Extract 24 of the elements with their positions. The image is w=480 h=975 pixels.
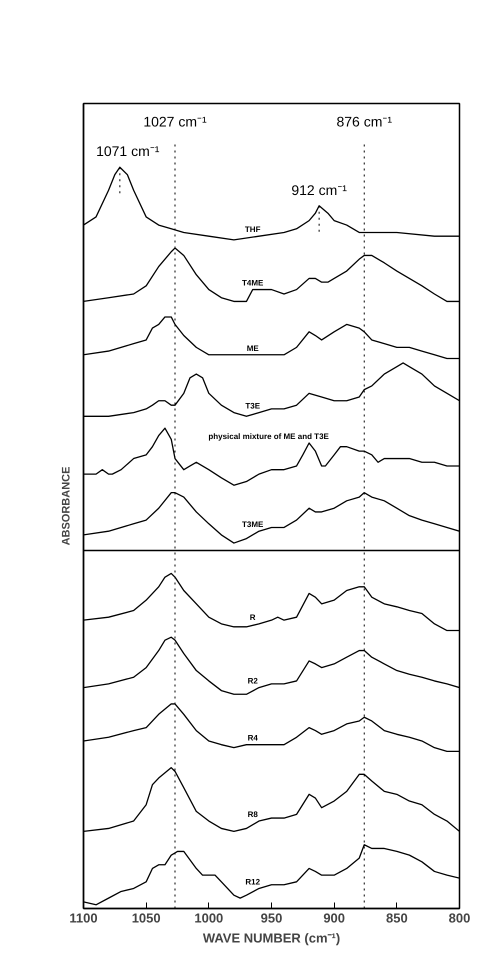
x-tick-label: 850 (386, 910, 408, 926)
x-tick-label: 900 (323, 910, 346, 926)
ref-line-label: 1027 cm⁻¹ (143, 114, 208, 130)
series-label: THF (244, 225, 261, 234)
x-tick-label: 1000 (194, 910, 224, 926)
annotation: 912 cm⁻¹ (291, 182, 348, 198)
series-label: R8 (248, 810, 258, 820)
x-tick-label: 800 (448, 910, 470, 926)
series-label: T3E (245, 402, 261, 411)
x-tick-label: 1050 (132, 910, 161, 926)
x-tick-label: 950 (260, 910, 282, 926)
series-label: ME (246, 344, 260, 353)
series-label: R2 (248, 676, 258, 686)
series-label: R4 (248, 734, 258, 743)
series-label: R (250, 612, 256, 622)
y-axis-title: ABSORBANCE (60, 466, 72, 546)
x-tick-label: 1100 (69, 910, 98, 926)
series-label: physical mixture of ME and T3E (208, 432, 330, 441)
series-label: T3ME (242, 520, 264, 530)
annotation: 1071 cm⁻¹ (96, 143, 160, 160)
ref-line-label: 876 cm⁻¹ (336, 114, 392, 130)
x-axis-title: WAVE NUMBER (cm⁻¹) (202, 930, 340, 946)
series-label: T4ME (242, 278, 264, 288)
series-label: R12 (245, 877, 261, 886)
